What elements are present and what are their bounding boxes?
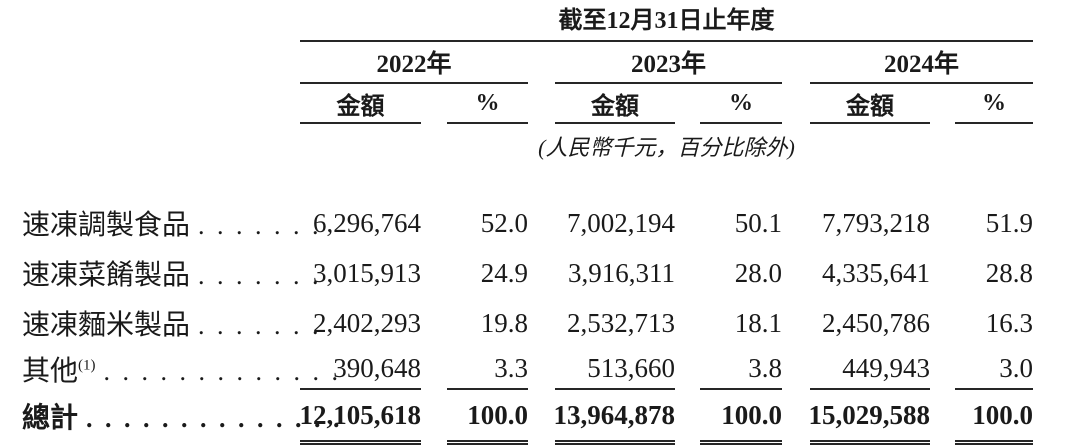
units-note: (人民幣千元，百分比除外)	[538, 135, 795, 160]
total-amount-2024: 15,029,588	[809, 390, 930, 445]
percent-2024: 28.8	[985, 257, 1033, 288]
dot-leader: . . . . . . .	[198, 311, 322, 340]
row-label-others: 其他(1). . . . . . . . . . . . .	[22, 356, 342, 387]
period-title: 截至12月31日止年度	[300, 0, 1033, 42]
dot-leader: . . . . . . . . . . . . .	[103, 357, 342, 386]
percent-2023: 50.1	[734, 207, 782, 238]
percent-2022: 24.9	[480, 257, 528, 288]
percent-2022: 52.0	[480, 207, 528, 238]
total-percent-2023: 100.0	[700, 390, 782, 445]
percent-2024: 16.3	[985, 307, 1033, 338]
amount-2023: 3,916,311	[568, 257, 675, 288]
percent-2022: 19.8	[480, 307, 528, 338]
col-header-percent-2022: %	[447, 84, 528, 124]
dot-leader: . . . . . . .	[198, 211, 322, 240]
year-header-2023: 2023年	[555, 42, 782, 84]
percent-2023: 18.1	[734, 307, 782, 338]
revenue-breakdown-table: 截至12月31日止年度 2022年 2023年 2024年 金額 % 金額 % …	[22, 0, 1033, 445]
total-percent-2024: 100.0	[955, 390, 1033, 445]
total-amount-2022: 12,105,618	[300, 390, 421, 445]
amount-2022: 6,296,764	[313, 207, 421, 238]
row-label-frozen-prepared-food: 速凍調製食品. . . . . . .	[22, 210, 322, 241]
total-percent-2022: 100.0	[447, 390, 528, 445]
amount-2024: 2,450,786	[822, 307, 930, 338]
amount-2022: 390,648	[300, 348, 421, 390]
amount-2023: 513,660	[555, 348, 675, 390]
amount-2024: 4,335,641	[822, 257, 930, 288]
col-header-percent-2024: %	[955, 84, 1033, 124]
total-amount-2023: 13,964,878	[554, 390, 675, 445]
amount-2024: 449,943	[810, 348, 930, 390]
year-header-2024: 2024年	[810, 42, 1033, 84]
col-header-amount-2024: 金額	[810, 84, 930, 124]
row-label-frozen-noodle-rice-products: 速凍麵米製品. . . . . . .	[22, 310, 322, 341]
amount-2022: 3,015,913	[313, 257, 421, 288]
amount-2023: 2,532,713	[567, 307, 675, 338]
amount-2023: 7,002,194	[567, 207, 675, 238]
footnote-marker: (1)	[78, 357, 96, 374]
row-label-frozen-dish-products: 速凍菜餚製品. . . . . . .	[22, 260, 322, 291]
percent-2023: 3.8	[700, 348, 782, 390]
year-header-2022: 2022年	[300, 42, 528, 84]
col-header-amount-2022: 金額	[300, 84, 421, 124]
amount-2024: 7,793,218	[822, 207, 930, 238]
percent-2022: 3.3	[447, 348, 528, 390]
percent-2024: 3.0	[955, 348, 1033, 390]
col-header-amount-2023: 金額	[555, 84, 675, 124]
percent-2023: 28.0	[734, 257, 782, 288]
dot-leader: . . . . . . .	[198, 261, 322, 290]
col-header-percent-2023: %	[700, 84, 782, 124]
amount-2022: 2,402,293	[313, 307, 421, 338]
percent-2024: 51.9	[985, 207, 1033, 238]
row-label-total: 總計. . . . . . . . . . . . . .	[22, 403, 343, 434]
dot-leader: . . . . . . . . . . . . . .	[86, 404, 343, 433]
